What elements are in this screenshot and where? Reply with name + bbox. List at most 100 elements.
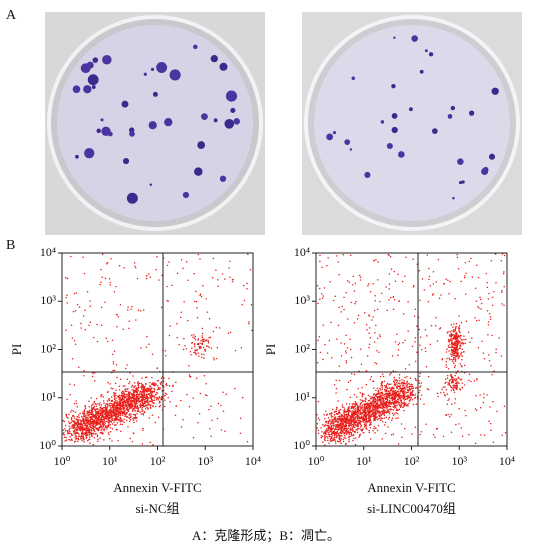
event-dot [341,427,344,429]
event-dot [134,385,137,387]
event-dot [241,303,243,306]
event-dot [73,420,76,422]
event-dot [352,419,355,422]
event-dot [134,406,136,409]
event-dot [326,428,328,430]
event-dot [83,370,85,372]
event-dot [108,399,110,402]
event-dot [453,352,456,355]
event-dot [407,405,409,407]
colony [197,141,206,149]
event-dot [380,417,382,419]
event-dot [394,400,397,402]
event-dot [373,412,375,415]
event-dot [409,391,412,393]
event-dot [110,407,112,409]
event-dot [152,382,154,384]
event-dot [503,271,505,273]
event-dot [108,433,110,436]
event-dot [376,279,379,281]
colony [152,91,158,97]
event-dot [128,381,131,383]
event-dot [87,434,89,436]
event-dot [176,322,178,325]
event-dot [401,381,403,384]
event-dot [471,276,474,278]
event-dot [341,422,343,424]
event-dot [80,432,83,435]
event-dot [136,405,139,407]
event-dot [394,396,396,399]
x-tick-label: 10⁰ [308,454,325,468]
event-dot [132,409,134,411]
event-dot [343,343,346,345]
event-dot [84,418,87,420]
event-dot [86,290,89,293]
event-dot [368,332,370,334]
event-dot [357,388,360,390]
event-dot [400,402,402,404]
event-dot [325,433,327,436]
event-dot [145,346,148,348]
event-dot [96,429,98,431]
event-dot [342,417,345,420]
event-dot [474,408,477,410]
event-dot [341,432,343,435]
event-dot [123,392,126,395]
event-dot [398,386,400,388]
event-dot [456,384,458,386]
event-dot [330,416,333,418]
event-dot [459,347,461,349]
event-dot [142,386,145,388]
event-dot [426,254,429,256]
event-dot [180,426,183,428]
event-dot [336,255,338,257]
event-dot [343,424,345,427]
event-dot [168,261,170,263]
event-dot [392,370,395,372]
event-dot [453,357,455,359]
dot-plots [62,253,507,446]
event-dot [353,373,356,376]
event-dot [479,296,481,299]
event-dot [487,324,490,326]
x-tick-label: 10² [404,454,420,468]
event-dot [353,405,355,408]
event-dot [100,395,102,398]
event-dot [210,435,212,438]
event-dot [337,432,340,435]
event-dot [65,329,67,331]
event-dot [120,391,123,394]
event-dot [352,407,354,409]
event-dot [135,319,137,321]
event-dot [73,433,75,435]
event-dot [151,390,153,392]
event-dot [361,399,363,401]
event-dot [82,411,84,413]
event-dot [83,375,85,377]
event-dot [116,418,118,420]
event-dot [453,348,455,351]
event-dot [323,414,325,416]
event-dot [122,402,124,405]
event-dot [351,403,354,405]
event-dot [408,363,411,366]
event-dot [454,374,456,377]
event-dot [197,253,200,256]
event-dot [446,377,449,379]
event-dot [193,272,195,275]
event-dot [454,379,456,381]
event-dot [379,416,381,418]
event-dot [343,428,345,430]
event-dot [342,254,345,256]
event-dot [405,385,408,387]
event-dot [345,402,348,405]
event-dot [452,337,454,340]
event-dot [150,392,152,395]
event-dot [390,372,392,375]
event-dot [452,386,454,389]
event-dot [344,421,346,424]
event-dot [155,393,157,396]
event-dot [215,326,218,329]
event-dot [96,407,98,410]
